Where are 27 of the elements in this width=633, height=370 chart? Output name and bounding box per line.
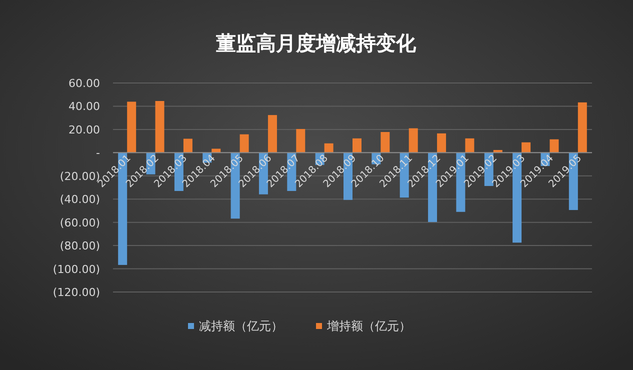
bar bbox=[155, 100, 164, 153]
bar bbox=[352, 138, 362, 153]
bar bbox=[324, 143, 334, 153]
bar bbox=[578, 102, 587, 153]
bar bbox=[296, 128, 306, 153]
bar bbox=[240, 134, 249, 153]
y-tick-label: 40.00 bbox=[68, 100, 100, 114]
bar bbox=[437, 133, 446, 153]
y-tick-label: (40.00) bbox=[60, 193, 100, 206]
bar bbox=[268, 115, 277, 153]
y-tick-label: (100.00) bbox=[52, 262, 100, 276]
bar bbox=[380, 132, 390, 153]
y-tick-label: (120.00) bbox=[52, 286, 100, 299]
bar bbox=[522, 142, 531, 153]
y-tick-label: (60.00) bbox=[60, 216, 100, 230]
bar bbox=[127, 102, 136, 153]
legend-label: 减持额（亿元） bbox=[199, 319, 283, 333]
legend-label: 增持额（亿元） bbox=[326, 319, 411, 333]
chart-title: 董监高月度增减持变化 bbox=[215, 31, 417, 55]
bar bbox=[408, 128, 418, 153]
y-tick-label: (80.00) bbox=[60, 240, 100, 253]
bar bbox=[183, 138, 192, 153]
y-tick-label: 60.00 bbox=[68, 77, 100, 90]
y-tick-label: 20.00 bbox=[68, 123, 100, 136]
bar bbox=[550, 139, 559, 153]
y-tick-label: - bbox=[96, 146, 100, 160]
bar bbox=[465, 138, 474, 153]
